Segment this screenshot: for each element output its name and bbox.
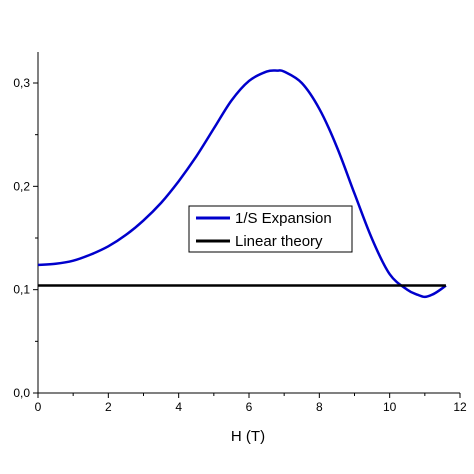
x-tick-label: 4 — [175, 400, 182, 414]
x-tick-label: 8 — [316, 400, 323, 414]
x-tick-label: 2 — [105, 400, 112, 414]
y-tick-label: 0,3 — [13, 76, 30, 90]
y-tick-label: 0,1 — [13, 283, 30, 297]
series-line-1s-expansion — [37, 69, 447, 299]
x-axis-title: H (T) — [231, 428, 265, 445]
axes: 0 2 4 6 8 10 12 0,0 0,1 0,2 0,3 — [13, 52, 467, 414]
legend-box — [188, 205, 353, 253]
x-tick-label: 10 — [383, 400, 397, 414]
legend-label-1s-expansion: 1/S Expansion — [235, 210, 332, 227]
legend: 1/S Expansion Linear theory — [188, 205, 353, 253]
series-layer — [37, 69, 447, 299]
y-tick-label: 0,0 — [13, 386, 30, 400]
y-tick-label: 0,2 — [13, 179, 30, 193]
legend-label-linear-theory: Linear theory — [235, 233, 323, 250]
x-tick-label: 0 — [35, 400, 42, 414]
x-tick-label: 12 — [453, 400, 467, 414]
x-tick-label: 6 — [246, 400, 253, 414]
